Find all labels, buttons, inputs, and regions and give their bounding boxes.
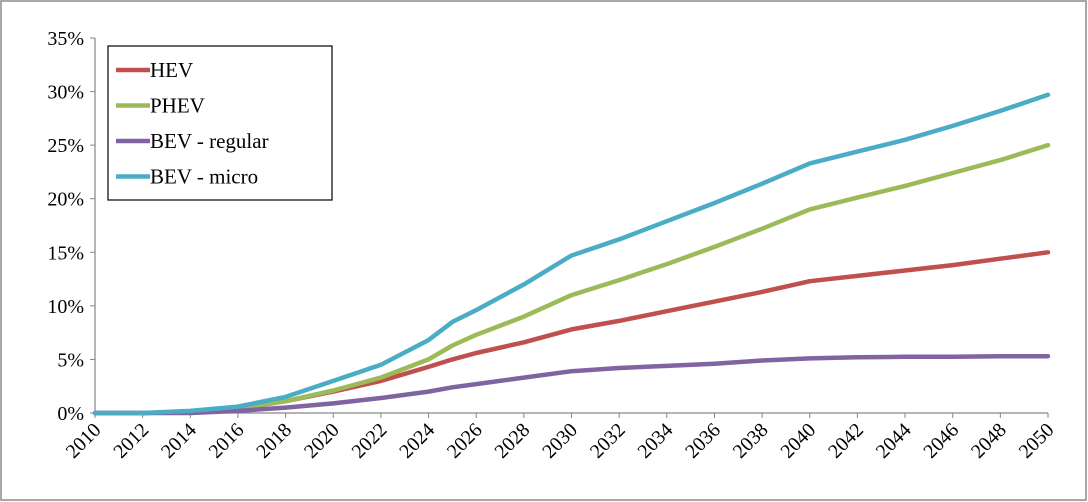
y-tick-label: 30% [47, 82, 84, 104]
legend-label: BEV - regular [150, 129, 269, 153]
series-line-bev-regular [92, 353, 1051, 416]
y-tick-label: 0% [57, 403, 84, 425]
y-tick-label: 10% [47, 296, 84, 318]
y-tick-label: 5% [57, 349, 84, 371]
series-line-phev [92, 142, 1051, 416]
series-lines [92, 92, 1051, 416]
legend-label: PHEV [150, 94, 205, 118]
series-line-bev-micro [92, 92, 1051, 416]
y-tick-label: 25% [47, 135, 84, 157]
y-tick-label: 35% [47, 28, 84, 50]
legend: HEV PHEV BEV - regular BEV - micro [107, 45, 333, 201]
y-tick-label: 20% [47, 189, 84, 211]
legend-label: HEV [150, 58, 193, 82]
y-axis-tick-labels: 0% 5% 10% 15% 20% 25% 30% 35% [47, 28, 84, 425]
y-tick-label: 15% [47, 242, 84, 264]
legend-label: BEV - micro [150, 165, 258, 189]
